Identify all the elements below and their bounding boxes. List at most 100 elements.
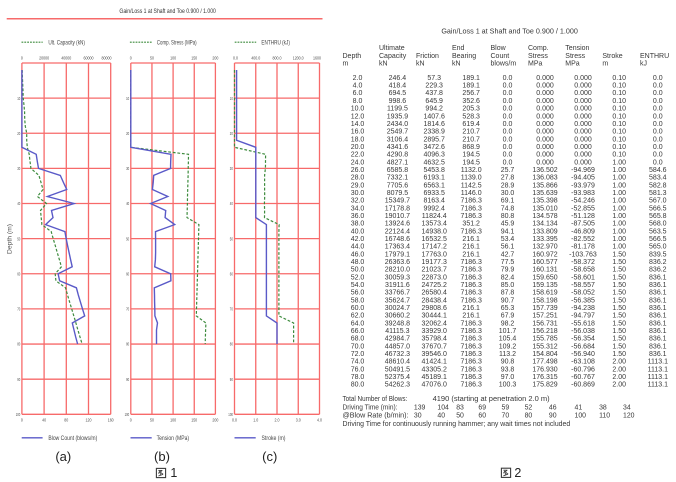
svg-text:m: m <box>343 61 349 68</box>
svg-text:60000: 60000 <box>84 56 94 61</box>
svg-text:2.0: 2.0 <box>275 418 280 423</box>
svg-text:0: 0 <box>130 418 132 423</box>
svg-text:MPa: MPa <box>565 61 580 68</box>
svg-text:2: 2 <box>514 466 521 480</box>
svg-text:Driving Time for continuously: Driving Time for continuously running ha… <box>343 421 571 428</box>
svg-text:Bearing: Bearing <box>452 53 476 60</box>
svg-text:50: 50 <box>17 236 20 241</box>
svg-text:Stress: Stress <box>565 53 585 60</box>
svg-text:80: 80 <box>230 342 233 347</box>
svg-text:90: 90 <box>17 377 20 382</box>
svg-text:10: 10 <box>230 96 233 101</box>
svg-text:200: 200 <box>212 56 218 61</box>
svg-text:70: 70 <box>230 307 233 312</box>
svg-text:Count: Count <box>491 53 510 60</box>
svg-text:Friction: Friction <box>416 53 439 60</box>
svg-text:Stroke (m): Stroke (m) <box>262 436 286 442</box>
svg-text:Total Number of Blows:: Total Number of Blows: <box>343 396 408 403</box>
svg-text:40: 40 <box>42 418 46 423</box>
svg-text:50: 50 <box>150 418 154 423</box>
svg-text:Gain/Loss 1 at Shaft and Toe 0: Gain/Loss 1 at Shaft and Toe 0.900 / 1.0… <box>119 8 216 15</box>
svg-text:20: 20 <box>126 131 129 136</box>
svg-text:blows/m: blows/m <box>491 61 517 68</box>
svg-text:70: 70 <box>126 307 129 312</box>
svg-text:400.0: 400.0 <box>251 56 260 61</box>
svg-text:4.0: 4.0 <box>317 418 322 423</box>
svg-text:90: 90 <box>126 377 129 382</box>
svg-text:50: 50 <box>230 236 233 241</box>
svg-text:40: 40 <box>17 201 20 206</box>
svg-text:0.0: 0.0 <box>233 56 238 61</box>
svg-text:100: 100 <box>125 412 130 417</box>
svg-text:30: 30 <box>17 166 20 171</box>
svg-text:1: 1 <box>170 466 177 480</box>
svg-text:kN: kN <box>416 61 425 68</box>
svg-text:Depth (m): Depth (m) <box>7 224 14 254</box>
svg-text:90: 90 <box>230 377 233 382</box>
svg-text:Blow: Blow <box>491 45 507 52</box>
svg-text:Tension (MPa): Tension (MPa) <box>157 436 190 442</box>
svg-text:(c): (c) <box>262 449 277 464</box>
svg-text:100: 100 <box>170 56 176 61</box>
svg-text:ENTHRU (kJ): ENTHRU (kJ) <box>261 40 290 46</box>
svg-text:20000: 20000 <box>39 56 49 61</box>
svg-text:50: 50 <box>150 56 154 61</box>
svg-text:Gain/Loss 1 at Shaft and Toe 0: Gain/Loss 1 at Shaft and Toe 0.900 / 1.0… <box>441 26 578 35</box>
svg-text:(a): (a) <box>55 449 71 464</box>
svg-text:Driving Time (min):: Driving Time (min): <box>343 404 398 411</box>
svg-text:80000: 80000 <box>102 56 112 61</box>
svg-text:20: 20 <box>17 131 20 136</box>
svg-text:Ult. Capacity (kN): Ult. Capacity (kN) <box>48 40 85 46</box>
svg-text:30: 30 <box>126 166 129 171</box>
svg-text:Comp.: Comp. <box>528 45 549 52</box>
svg-text:100: 100 <box>170 418 176 423</box>
svg-text:10: 10 <box>17 96 20 101</box>
svg-text:1200.0: 1200.0 <box>293 56 304 61</box>
svg-text:50: 50 <box>126 236 129 241</box>
svg-text:200: 200 <box>212 418 218 423</box>
svg-text:150: 150 <box>191 418 197 423</box>
svg-text:60: 60 <box>230 272 233 277</box>
svg-text:60: 60 <box>126 272 129 277</box>
svg-text:40: 40 <box>230 201 233 206</box>
svg-text:80: 80 <box>17 342 20 347</box>
svg-text:0: 0 <box>21 418 23 423</box>
svg-text:Ultimate: Ultimate <box>379 45 405 52</box>
svg-text:70: 70 <box>17 307 20 312</box>
svg-text:20: 20 <box>230 131 233 136</box>
svg-text:ENTHRU: ENTHRU <box>640 53 669 60</box>
svg-text:4190 (starting at penetration: 4190 (starting at penetration 2.0 m) <box>433 396 550 403</box>
svg-text:1.0: 1.0 <box>253 418 258 423</box>
svg-text:Tension: Tension <box>565 45 589 52</box>
svg-text:100: 100 <box>228 412 233 417</box>
svg-text:kN: kN <box>452 61 461 68</box>
svg-text:0: 0 <box>21 56 23 61</box>
svg-text:150: 150 <box>191 56 197 61</box>
